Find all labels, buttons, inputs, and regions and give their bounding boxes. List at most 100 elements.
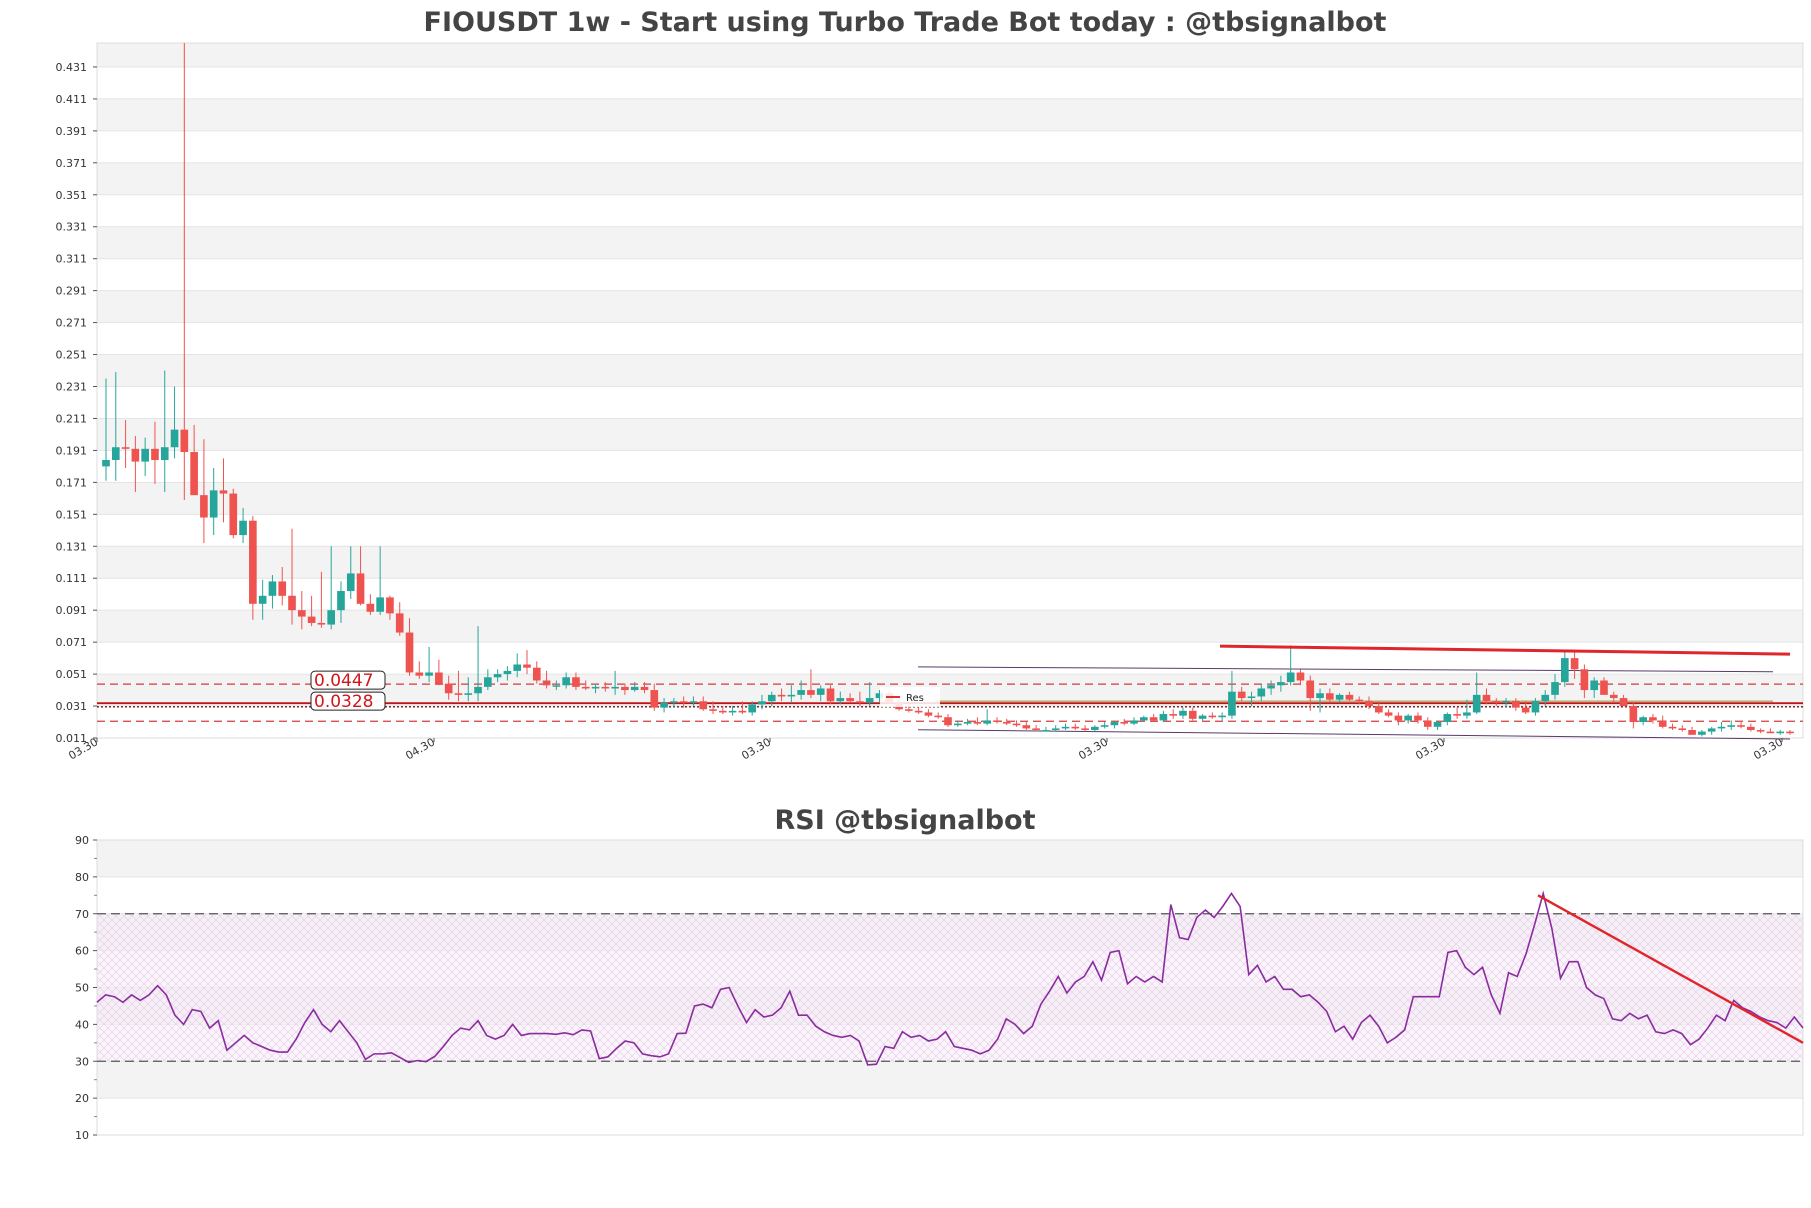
candle-body	[660, 702, 668, 708]
candle-body	[454, 693, 463, 695]
candle-body	[1355, 699, 1364, 702]
price-grid-band	[97, 354, 1803, 387]
candle-body	[297, 610, 306, 617]
candle-body	[1120, 722, 1129, 724]
candle-body	[1560, 658, 1569, 683]
price-y-tick-label: 0.111	[56, 572, 88, 585]
candle-body	[1580, 669, 1589, 691]
candle-body	[1208, 715, 1217, 718]
candle-body	[219, 490, 228, 494]
candle-body	[239, 520, 247, 536]
candle-body	[1247, 696, 1256, 699]
candle-body	[1609, 694, 1618, 699]
candle-body	[474, 686, 482, 694]
candle-body	[1257, 688, 1266, 697]
candle-body	[836, 698, 845, 702]
candlestick-series	[102, 43, 1794, 737]
candle-body	[141, 448, 149, 462]
candle-body	[1404, 715, 1412, 721]
candle-body	[1159, 714, 1168, 721]
price-y-tick-label: 0.211	[56, 412, 88, 425]
rsi-grid-band	[97, 840, 1803, 877]
price-y-tick-label: 0.371	[56, 157, 88, 170]
candle-body	[1776, 731, 1785, 734]
price-y-tick-label: 0.011	[56, 732, 88, 745]
price-grid-band	[97, 418, 1803, 451]
rsi-y-tick-label: 90	[75, 834, 89, 847]
candle-body	[278, 581, 287, 596]
rsi-y-tick-label: 70	[75, 908, 89, 921]
candle-body	[121, 447, 130, 449]
candle-body	[865, 698, 874, 703]
candle-body	[611, 686, 619, 689]
candle-body	[366, 603, 375, 612]
candle-body	[787, 694, 796, 697]
candle-body	[846, 698, 854, 702]
rsi-zone-hatch	[97, 913, 1803, 1062]
price-grid-band	[97, 546, 1803, 579]
candle-body	[288, 595, 296, 611]
candle-body	[1071, 726, 1080, 729]
candle-body	[826, 688, 835, 702]
price-label-box	[310, 670, 386, 690]
candle-body	[1286, 672, 1295, 683]
candle-body	[1414, 715, 1422, 721]
candle-body	[1727, 725, 1736, 727]
candle-body	[748, 704, 757, 713]
price-y-tick-label: 0.271	[56, 317, 88, 330]
price-y-axis: 0.011 0.031 0.051 0.071 0.091 0.111 0.131 0.151…	[56, 61, 97, 745]
candle-body	[229, 493, 238, 536]
price-grid-band	[97, 98, 1803, 131]
candle-body	[1188, 710, 1197, 719]
price-grid-bands	[97, 43, 1803, 739]
candle-body	[1237, 691, 1246, 699]
candle-body	[1091, 726, 1099, 731]
candle-body	[689, 701, 698, 703]
candle-body	[190, 452, 198, 496]
rsi-hatched-zone	[97, 913, 1803, 1062]
candle-body	[1306, 680, 1315, 699]
candle-body	[1012, 723, 1021, 726]
price-y-tick-label: 0.411	[56, 93, 88, 106]
candle-body	[180, 429, 189, 453]
candle-body	[523, 664, 531, 668]
price-y-tick-label: 0.351	[56, 189, 88, 202]
candle-body	[1139, 717, 1148, 721]
candle-body	[562, 677, 570, 686]
price-grid-band	[97, 43, 1803, 67]
price-y-tick-label: 0.171	[56, 476, 88, 489]
candle-body	[1384, 712, 1393, 716]
candle-body	[1463, 712, 1471, 716]
candle-body	[1737, 725, 1745, 727]
candle-body	[1502, 701, 1510, 703]
candle-body	[640, 686, 649, 691]
candle-body	[435, 672, 443, 684]
candle-body	[758, 701, 766, 705]
price-grid-band	[97, 610, 1803, 643]
candle-body	[1365, 701, 1373, 707]
candle-body	[1100, 725, 1109, 727]
candle-body	[1668, 726, 1677, 729]
price-label-text: 0.0447	[314, 671, 373, 691]
candle-body	[650, 690, 659, 708]
candle-body	[1453, 714, 1461, 716]
price-y-tick-label: 0.231	[56, 381, 88, 394]
candle-body	[425, 672, 433, 676]
candle-body	[493, 674, 502, 678]
candle-body	[1639, 717, 1647, 723]
candle-body	[1678, 728, 1687, 731]
candle-body	[1267, 685, 1275, 689]
price-y-tick-label: 0.311	[56, 253, 88, 266]
candle-body	[386, 597, 394, 614]
candle-body	[1658, 720, 1667, 727]
candle-body	[816, 688, 825, 695]
price-grid-band	[97, 162, 1803, 195]
candle-body	[415, 672, 424, 676]
price-y-tick-label: 0.131	[56, 540, 88, 553]
rsi-grid-band	[97, 1061, 1803, 1099]
candle-body	[1756, 730, 1765, 732]
rsi-y-tick-label: 80	[75, 871, 89, 884]
candle-body	[1531, 701, 1540, 713]
candle-body	[1482, 694, 1491, 702]
channel-upper-line	[917, 666, 1774, 673]
